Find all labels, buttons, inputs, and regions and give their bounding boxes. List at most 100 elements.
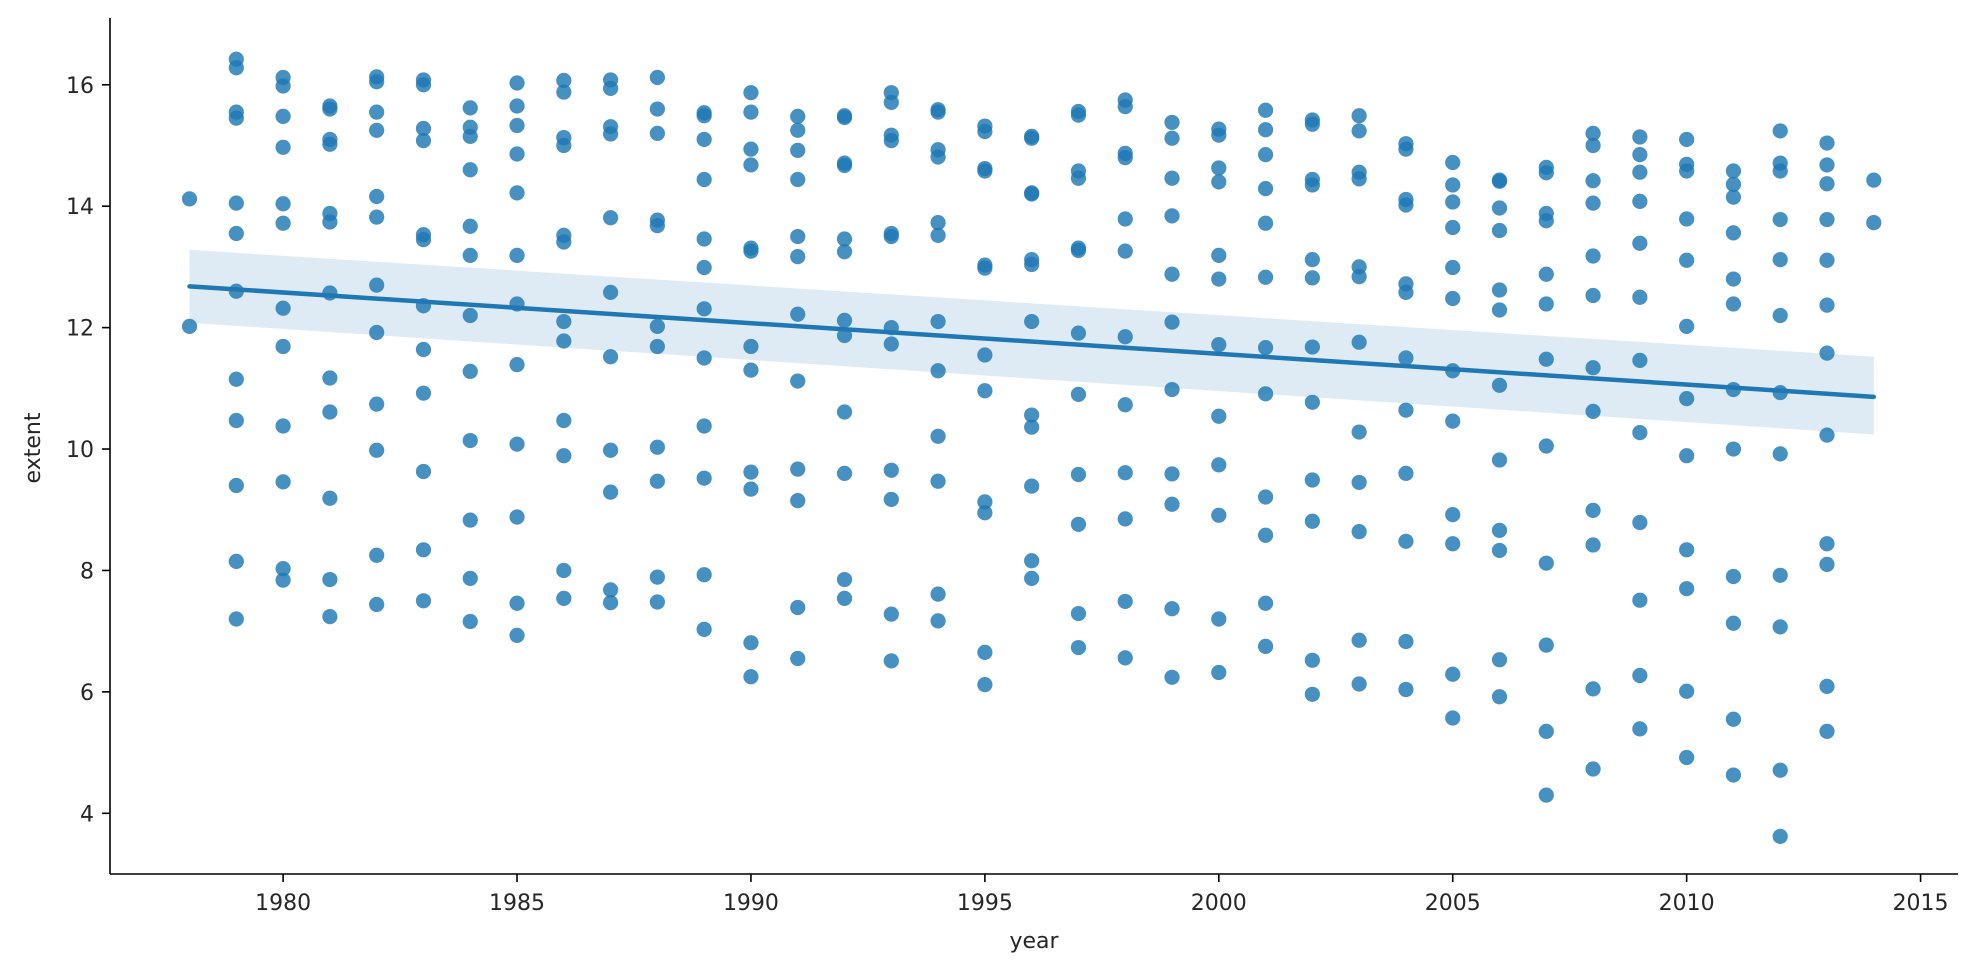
- data-point: [1679, 163, 1695, 179]
- data-point: [228, 371, 244, 387]
- data-point: [1257, 102, 1274, 118]
- data-point: [1725, 767, 1742, 783]
- data-point: [1398, 284, 1414, 301]
- data-point: [1866, 172, 1882, 188]
- data-point: [1725, 189, 1742, 205]
- x-tick-label: 2010: [1659, 891, 1715, 916]
- data-point: [930, 363, 946, 379]
- data-point: [1585, 287, 1601, 304]
- data-point: [977, 505, 993, 521]
- data-point: [462, 247, 478, 263]
- data-point: [1351, 334, 1367, 350]
- data-points-layer: [181, 51, 1882, 844]
- data-point: [790, 306, 806, 322]
- data-point: [556, 333, 572, 349]
- data-point: [743, 669, 759, 685]
- data-point: [836, 231, 853, 247]
- data-point: [1679, 211, 1695, 227]
- data-point: [1164, 669, 1180, 685]
- data-point: [322, 101, 338, 117]
- data-point: [275, 338, 291, 355]
- data-point: [836, 571, 853, 588]
- data-point: [1117, 99, 1133, 115]
- data-point: [883, 228, 899, 245]
- data-point: [1585, 173, 1601, 189]
- data-point: [649, 218, 665, 234]
- data-point: [1304, 177, 1320, 193]
- data-point: [228, 611, 244, 627]
- data-point: [790, 122, 806, 138]
- data-point: [462, 100, 478, 116]
- data-point: [1398, 197, 1414, 213]
- data-point: [322, 490, 338, 506]
- data-point: [275, 108, 291, 124]
- data-point: [883, 606, 899, 622]
- data-point: [462, 613, 478, 630]
- x-tick-label: 2000: [1191, 891, 1247, 916]
- data-point: [836, 312, 853, 328]
- data-point: [977, 347, 993, 363]
- data-point: [743, 362, 759, 378]
- data-point: [1725, 176, 1742, 192]
- data-point: [369, 396, 385, 412]
- data-point: [696, 259, 712, 276]
- data-point: [1024, 407, 1040, 423]
- data-point: [603, 80, 619, 97]
- data-point: [1538, 351, 1554, 367]
- data-point: [836, 465, 853, 481]
- data-point: [1679, 749, 1695, 766]
- data-point: [1772, 211, 1788, 228]
- data-point: [1819, 536, 1835, 552]
- data-point: [1398, 141, 1414, 157]
- data-point: [649, 125, 665, 141]
- y-tick-label: 14: [66, 195, 94, 220]
- data-point: [369, 188, 385, 205]
- data-point: [322, 370, 338, 386]
- data-point: [556, 137, 572, 154]
- data-point: [1679, 581, 1695, 597]
- data-point: [369, 547, 385, 563]
- data-point: [977, 644, 993, 661]
- data-point: [1117, 243, 1133, 259]
- data-point: [1351, 123, 1367, 139]
- data-point: [977, 260, 993, 276]
- data-point: [649, 439, 665, 455]
- data-point: [1024, 256, 1040, 273]
- data-point: [228, 477, 244, 494]
- data-point: [1819, 427, 1835, 443]
- data-point: [1725, 296, 1742, 312]
- data-point: [1679, 318, 1695, 334]
- x-tick-label: 1980: [255, 891, 311, 916]
- data-point: [1585, 125, 1601, 141]
- data-point: [228, 412, 244, 429]
- data-point: [509, 595, 525, 611]
- data-point: [1304, 339, 1320, 355]
- data-point: [462, 128, 478, 144]
- data-point: [790, 248, 806, 265]
- data-point: [1398, 350, 1414, 366]
- data-point: [1304, 116, 1320, 132]
- data-point: [1632, 147, 1648, 163]
- data-point: [977, 676, 993, 693]
- data-point: [790, 171, 806, 188]
- data-point: [930, 428, 946, 444]
- data-point: [322, 214, 338, 230]
- data-point: [509, 436, 525, 452]
- data-point: [462, 570, 478, 586]
- data-point: [1819, 723, 1835, 739]
- data-point: [1679, 683, 1695, 699]
- data-point: [1632, 514, 1648, 531]
- y-axis-label: extent: [21, 412, 46, 483]
- data-point: [1819, 211, 1835, 228]
- data-point: [1398, 533, 1414, 549]
- data-point: [556, 313, 572, 330]
- data-point: [1257, 215, 1274, 231]
- data-point: [509, 185, 525, 201]
- data-point: [883, 133, 899, 149]
- data-point: [1445, 194, 1461, 210]
- data-point: [883, 462, 899, 478]
- regression-line-layer: [187, 284, 1877, 400]
- data-point: [1211, 337, 1227, 353]
- data-point: [1585, 681, 1601, 697]
